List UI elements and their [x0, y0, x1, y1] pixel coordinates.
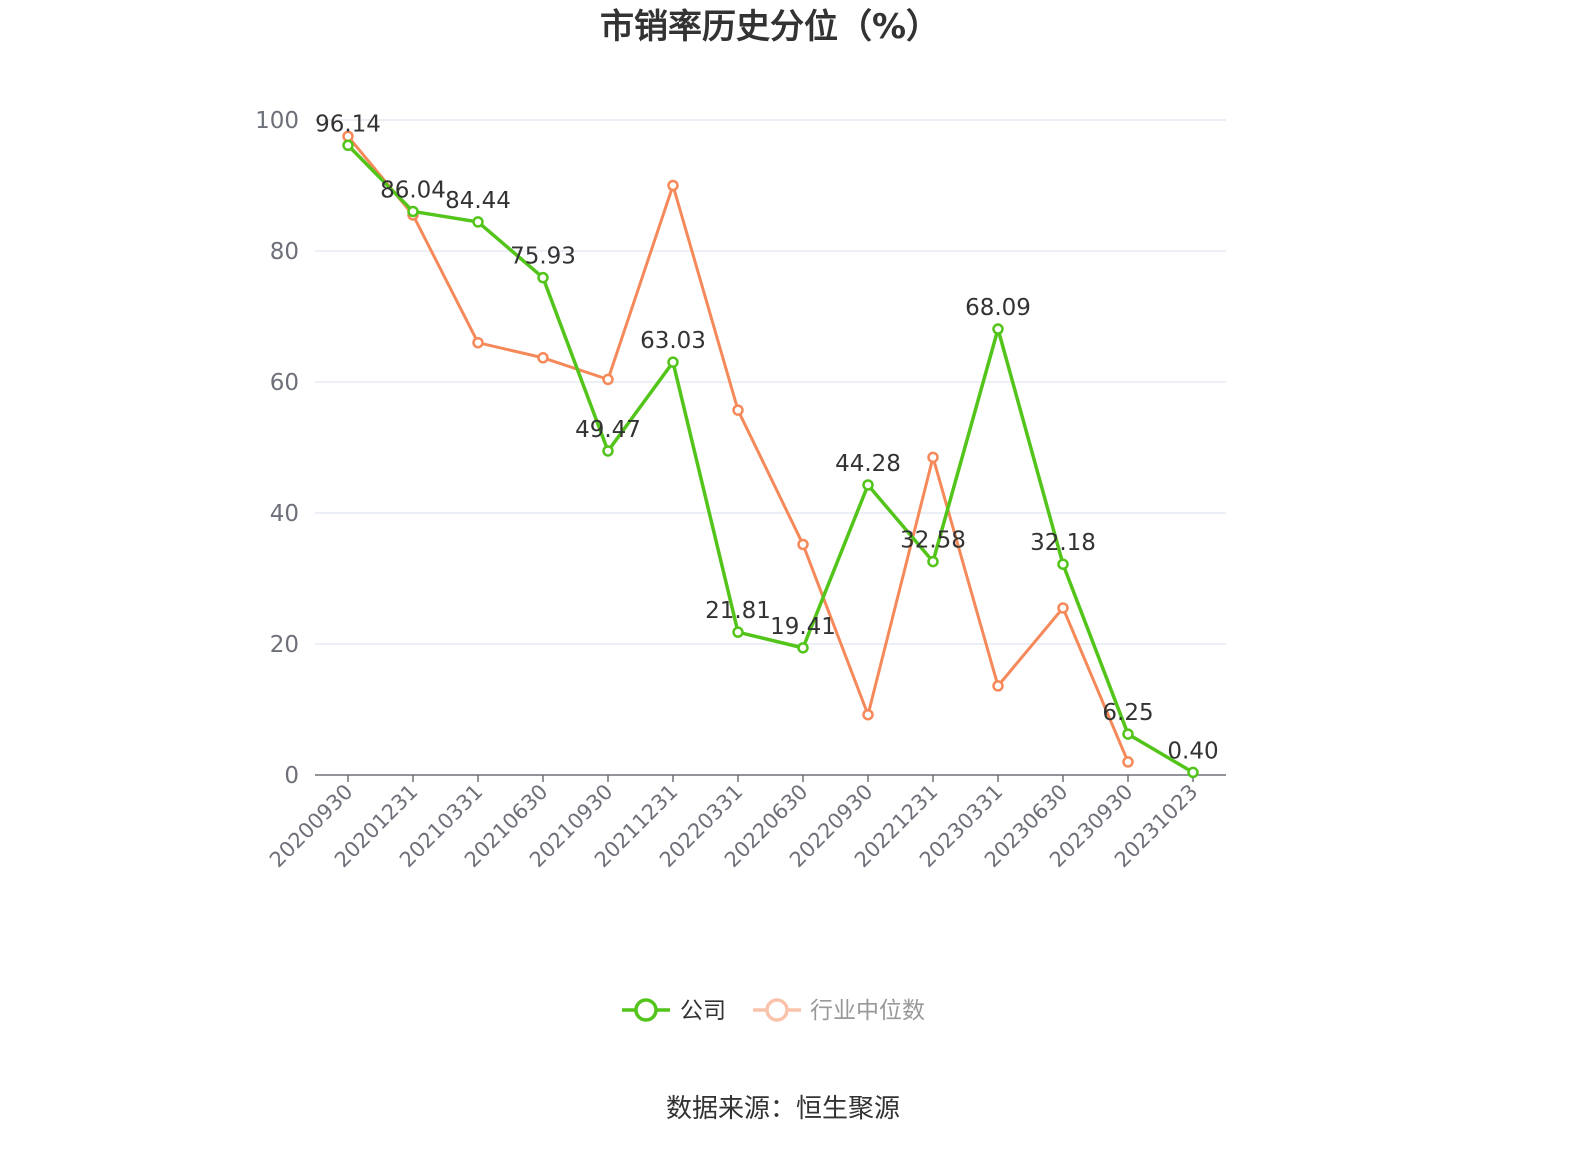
data-label: 86.04 — [380, 177, 446, 203]
data-point[interactable] — [667, 356, 679, 368]
data-label: 6.25 — [1102, 700, 1153, 726]
data-labels: 96.14 86.04 84.44 75.93 49.47 63.03 21.8119.41… — [315, 111, 1219, 764]
data-point[interactable] — [797, 538, 809, 551]
legend-marker — [765, 998, 789, 1022]
data-point[interactable] — [667, 179, 679, 192]
legend-item[interactable]: 行业中位数 — [753, 998, 925, 1024]
data-point[interactable] — [472, 216, 484, 228]
y-tick-label: 40 — [270, 501, 299, 527]
y-tick-label: 80 — [270, 239, 299, 265]
data-point[interactable] — [342, 139, 354, 152]
data-point[interactable] — [407, 205, 419, 218]
y-tick-label: 100 — [255, 108, 299, 134]
data-point[interactable] — [1057, 558, 1069, 570]
series-layer — [342, 130, 1199, 779]
data-label: 44.28 — [835, 451, 901, 477]
data-point[interactable] — [862, 479, 874, 491]
data-point[interactable] — [992, 323, 1004, 335]
grid-lines — [315, 119, 1226, 645]
chart-title: 市销率历史分位（%） — [600, 7, 940, 47]
legend[interactable]: 公司 行业中位数 — [622, 998, 925, 1024]
series-line — [346, 144, 1194, 774]
data-label: 68.09 — [965, 295, 1031, 321]
data-point[interactable] — [862, 708, 874, 721]
legend-item[interactable]: 公司 — [622, 998, 726, 1024]
data-point[interactable] — [602, 373, 614, 386]
data-point[interactable] — [992, 680, 1004, 692]
data-point[interactable] — [537, 352, 549, 364]
source-note: 数据来源：恒生聚源 — [666, 1094, 900, 1124]
data-label: 19.41 — [770, 614, 836, 640]
data-point[interactable] — [732, 404, 744, 416]
data-label: 0.40 — [1167, 738, 1218, 764]
data-label: 32.18 — [1030, 530, 1096, 556]
data-label: 49.47 — [575, 417, 641, 443]
data-point[interactable] — [1122, 728, 1134, 740]
data-label: 84.44 — [445, 188, 511, 214]
data-label: 32.58 — [900, 528, 966, 554]
data-point[interactable] — [602, 445, 614, 457]
y-tick-label: 20 — [270, 632, 299, 658]
data-point[interactable] — [1122, 756, 1134, 768]
data-point[interactable] — [927, 555, 939, 568]
y-tick-label: 60 — [270, 370, 299, 396]
data-point[interactable] — [1187, 766, 1199, 779]
data-point[interactable] — [732, 626, 744, 638]
axes: 0204060801002020093020201231202103312021… — [255, 108, 1226, 872]
legend-label: 公司 — [680, 998, 726, 1024]
data-label: 21.81 — [705, 598, 771, 624]
data-point[interactable] — [537, 271, 549, 284]
data-point[interactable] — [797, 642, 809, 654]
data-label: 96.14 — [315, 111, 381, 137]
legend-marker — [634, 998, 658, 1022]
data-point[interactable] — [1057, 602, 1069, 614]
y-tick-label: 0 — [284, 763, 299, 789]
series-line — [346, 135, 1130, 763]
data-point[interactable] — [472, 336, 484, 349]
legend-label: 行业中位数 — [810, 998, 925, 1024]
data-point[interactable] — [927, 451, 939, 464]
data-label: 63.03 — [640, 328, 706, 354]
data-label: 75.93 — [510, 244, 576, 270]
